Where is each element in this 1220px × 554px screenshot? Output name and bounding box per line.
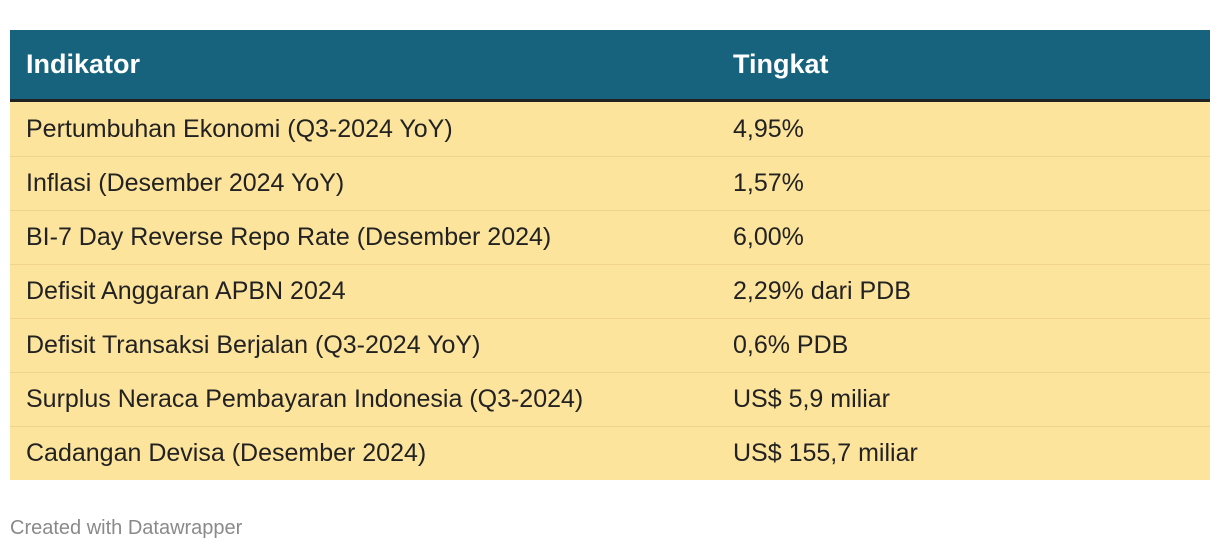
- tingkat-cell: 4,95%: [717, 100, 1210, 157]
- table-row: Defisit Transaksi Berjalan (Q3-2024 YoY)…: [10, 318, 1210, 373]
- table-header-row: Indikator Tingkat: [10, 30, 1210, 102]
- indikator-cell: BI-7 Day Reverse Repo Rate (Desember 202…: [10, 210, 717, 265]
- indikator-cell: Inflasi (Desember 2024 YoY): [10, 156, 717, 211]
- table-row: Inflasi (Desember 2024 YoY) 1,57%: [10, 156, 1210, 211]
- indikator-cell: Surplus Neraca Pembayaran Indonesia (Q3-…: [10, 372, 717, 427]
- tingkat-cell: US$ 5,9 miliar: [717, 372, 1210, 427]
- table-row: Pertumbuhan Ekonomi (Q3-2024 YoY) 4,95%: [10, 100, 1210, 157]
- indikator-cell: Cadangan Devisa (Desember 2024): [10, 426, 717, 480]
- datawrapper-credit[interactable]: Created with Datawrapper: [10, 517, 243, 539]
- tingkat-cell: 0,6% PDB: [717, 318, 1210, 373]
- column-header-indikator: Indikator: [10, 30, 717, 102]
- data-table: Indikator Tingkat Pertumbuhan Ekonomi (Q…: [10, 30, 1210, 480]
- indikator-cell: Defisit Anggaran APBN 2024: [10, 264, 717, 319]
- table-row: Defisit Anggaran APBN 2024 2,29% dari PD…: [10, 264, 1210, 319]
- tingkat-cell: 2,29% dari PDB: [717, 264, 1210, 319]
- table-row: Surplus Neraca Pembayaran Indonesia (Q3-…: [10, 372, 1210, 427]
- table-row: BI-7 Day Reverse Repo Rate (Desember 202…: [10, 210, 1210, 265]
- tingkat-cell: US$ 155,7 miliar: [717, 426, 1210, 480]
- indikator-cell: Defisit Transaksi Berjalan (Q3-2024 YoY): [10, 318, 717, 373]
- tingkat-cell: 6,00%: [717, 210, 1210, 265]
- table-row: Cadangan Devisa (Desember 2024) US$ 155,…: [10, 426, 1210, 480]
- column-header-tingkat: Tingkat: [717, 30, 1210, 102]
- tingkat-cell: 1,57%: [717, 156, 1210, 211]
- indikator-cell: Pertumbuhan Ekonomi (Q3-2024 YoY): [10, 100, 717, 157]
